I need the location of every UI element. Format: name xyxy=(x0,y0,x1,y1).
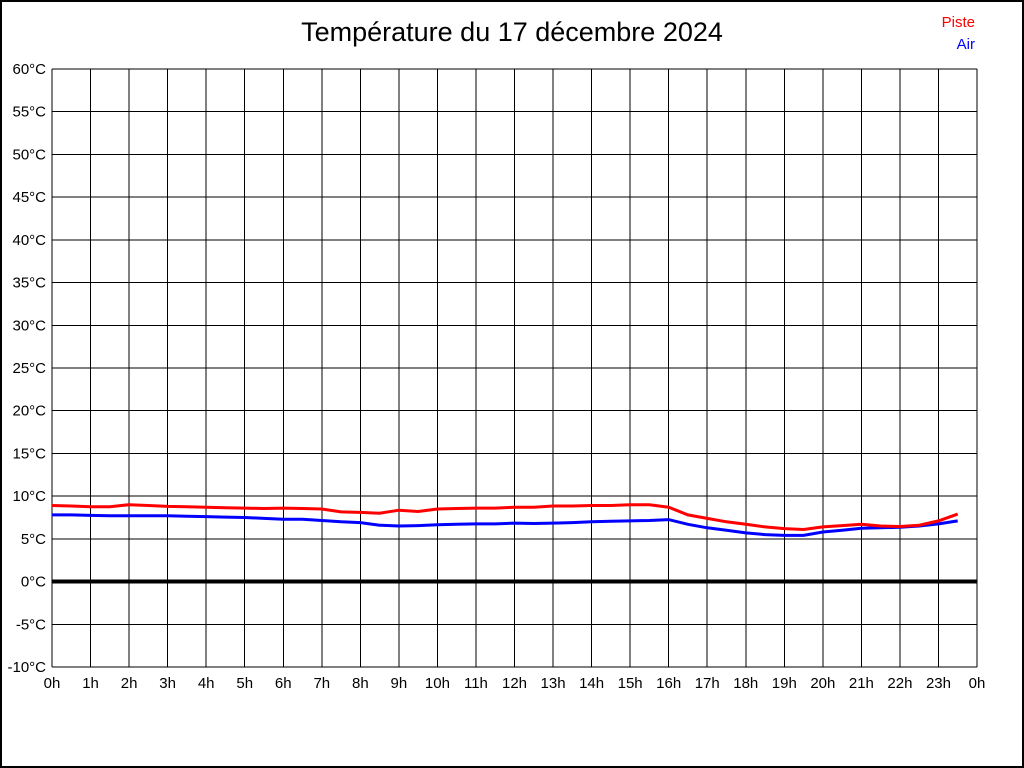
svg-text:17h: 17h xyxy=(695,675,720,692)
svg-text:11h: 11h xyxy=(464,675,488,692)
svg-text:16h: 16h xyxy=(656,675,681,692)
svg-text:50°C: 50°C xyxy=(12,146,46,163)
svg-text:20°C: 20°C xyxy=(12,403,46,420)
svg-text:21h: 21h xyxy=(849,675,874,692)
x-axis-labels: 0h 1h 2h 3h 4h 5h 6h 7h 8h 9h 10h 11h 12h 13h 14h 15h 16… xyxy=(44,675,986,692)
svg-text:4h: 4h xyxy=(198,675,215,692)
piste-line xyxy=(51,503,959,532)
svg-text:0h: 0h xyxy=(969,675,986,692)
svg-text:14h: 14h xyxy=(579,675,604,692)
svg-text:5°C: 5°C xyxy=(21,531,46,548)
svg-text:0°C: 0°C xyxy=(21,574,46,591)
grid xyxy=(51,68,978,668)
svg-text:7h: 7h xyxy=(313,675,330,692)
svg-text:5h: 5h xyxy=(236,675,253,692)
svg-text:12h: 12h xyxy=(502,675,527,692)
chart-title: Température du 17 décembre 2024 xyxy=(301,17,723,47)
svg-text:19h: 19h xyxy=(772,675,797,692)
air-line xyxy=(52,513,958,537)
svg-text:20h: 20h xyxy=(810,675,835,692)
svg-text:23h: 23h xyxy=(926,675,951,692)
svg-text:35°C: 35°C xyxy=(12,275,46,292)
y-axis-labels: -10°C -5°C 0°C 5°C 10°C 15°C 20°C 25°C 30°C 35°C 4… xyxy=(7,61,46,676)
legend: Piste Air xyxy=(942,12,975,56)
svg-text:25°C: 25°C xyxy=(12,360,46,377)
svg-text:6h: 6h xyxy=(275,675,292,692)
svg-text:0h: 0h xyxy=(44,675,61,692)
svg-text:-10°C: -10°C xyxy=(7,659,46,676)
svg-text:45°C: 45°C xyxy=(12,189,46,206)
svg-text:60°C: 60°C xyxy=(12,61,46,78)
svg-text:2h: 2h xyxy=(121,675,138,692)
legend-item-piste: Piste xyxy=(941,14,975,31)
svg-text:40°C: 40°C xyxy=(12,232,46,249)
svg-text:18h: 18h xyxy=(733,675,758,692)
svg-text:3h: 3h xyxy=(159,675,176,692)
svg-text:-5°C: -5°C xyxy=(16,616,46,633)
svg-text:10h: 10h xyxy=(425,675,450,692)
svg-text:9h: 9h xyxy=(391,675,408,692)
svg-text:8h: 8h xyxy=(352,675,369,692)
svg-text:22h: 22h xyxy=(887,675,912,692)
svg-text:1h: 1h xyxy=(82,675,99,692)
svg-text:55°C: 55°C xyxy=(12,104,46,121)
svg-text:15h: 15h xyxy=(618,675,643,692)
svg-text:13h: 13h xyxy=(541,675,566,692)
svg-text:10°C: 10°C xyxy=(12,488,46,505)
legend-item-air: Air xyxy=(956,36,975,53)
svg-text:15°C: 15°C xyxy=(12,445,46,462)
svg-text:30°C: 30°C xyxy=(12,317,46,334)
